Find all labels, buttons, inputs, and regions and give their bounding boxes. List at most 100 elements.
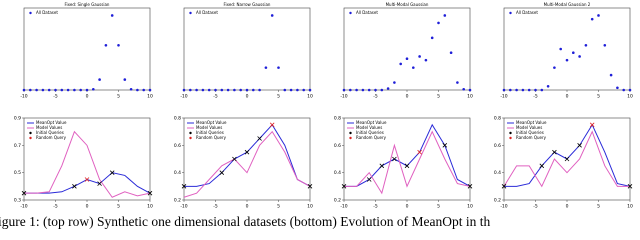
data-point bbox=[367, 88, 371, 92]
series-line bbox=[503, 130, 630, 188]
y-tick-label: 0.4 bbox=[174, 170, 181, 176]
data-point bbox=[182, 88, 186, 92]
y-tick-label: 0.9 bbox=[14, 116, 21, 122]
x-tick-label: 10 bbox=[307, 204, 313, 210]
data-point bbox=[462, 87, 466, 91]
data-point bbox=[437, 21, 440, 25]
x-tick-label: 10 bbox=[147, 94, 153, 100]
x-tick-label: 0 bbox=[406, 94, 409, 100]
data-point bbox=[270, 14, 274, 17]
legend-label: MeanOpt Value bbox=[516, 120, 547, 125]
data-point bbox=[349, 88, 352, 92]
x-tick-label: -5 bbox=[53, 94, 58, 100]
data-point bbox=[308, 88, 312, 92]
x-tick-label: -5 bbox=[373, 204, 378, 210]
legend-label: Random Query bbox=[516, 135, 547, 140]
data-point bbox=[148, 88, 152, 92]
x-tick-label: 0 bbox=[406, 204, 409, 210]
query-marker bbox=[257, 136, 262, 141]
legend-swatch bbox=[29, 131, 32, 135]
data-point bbox=[584, 43, 588, 47]
data-point bbox=[110, 14, 114, 17]
data-point bbox=[123, 78, 127, 81]
legend-swatch bbox=[29, 11, 32, 15]
legend-label: Random Query bbox=[196, 135, 227, 140]
x-tick-label: 5 bbox=[597, 204, 600, 210]
data-point bbox=[565, 58, 569, 62]
chart-title: Fixed: Single Gaussian bbox=[65, 2, 110, 7]
x-tick-label: 5 bbox=[277, 204, 280, 210]
legend-label: Model Values bbox=[196, 125, 222, 130]
data-point bbox=[98, 78, 101, 81]
data-point bbox=[239, 88, 242, 92]
data-point bbox=[289, 88, 293, 92]
data-point bbox=[252, 88, 255, 92]
query-marker bbox=[21, 190, 27, 196]
data-point bbox=[258, 88, 261, 92]
query-marker bbox=[564, 156, 570, 162]
x-tick-label: -5 bbox=[373, 94, 378, 100]
y-tick-label: 0.6 bbox=[334, 143, 341, 149]
data-point bbox=[296, 88, 299, 92]
data-point bbox=[546, 84, 550, 88]
data-point bbox=[449, 51, 453, 55]
data-point bbox=[386, 87, 390, 90]
x-tick-label: -10 bbox=[20, 204, 27, 210]
data-point bbox=[233, 88, 236, 92]
query-marker bbox=[392, 156, 397, 162]
data-point bbox=[430, 36, 434, 40]
data-point bbox=[553, 66, 556, 69]
data-point bbox=[35, 88, 38, 92]
data-point bbox=[22, 88, 26, 92]
x-tick-label: -10 bbox=[180, 204, 187, 210]
caption: igure 1: (top row) Synthetic one dimensi… bbox=[0, 214, 491, 229]
data-point bbox=[597, 14, 600, 17]
query-marker bbox=[341, 184, 347, 189]
query-marker bbox=[501, 184, 507, 189]
data-point bbox=[443, 14, 447, 17]
data-point bbox=[412, 66, 415, 69]
legend-swatch bbox=[189, 136, 192, 140]
x-tick-label: 5 bbox=[277, 94, 280, 100]
data-point bbox=[47, 88, 51, 92]
query-marker bbox=[269, 122, 275, 128]
x-tick-label: 5 bbox=[437, 204, 440, 210]
query-marker bbox=[84, 177, 90, 182]
data-point bbox=[540, 88, 544, 92]
legend-label: Initial Queries bbox=[356, 130, 384, 135]
legend-swatch bbox=[509, 11, 512, 15]
data-point bbox=[29, 88, 32, 92]
query-marker bbox=[97, 181, 102, 186]
data-point bbox=[609, 73, 613, 77]
query-marker bbox=[147, 190, 153, 196]
y-tick-label: 0.2 bbox=[494, 198, 501, 204]
data-point bbox=[456, 81, 459, 84]
data-point bbox=[509, 88, 512, 92]
chart-title: Fixed: Narrow Gaussian bbox=[224, 2, 271, 7]
x-tick-label: 10 bbox=[627, 94, 633, 100]
x-tick-label: 10 bbox=[627, 204, 633, 210]
legend-label: Initial Queries bbox=[516, 130, 544, 135]
data-point bbox=[214, 88, 217, 92]
legend-label: Model Values bbox=[356, 125, 382, 130]
x-tick-label: 5 bbox=[117, 94, 120, 100]
data-point bbox=[622, 88, 625, 92]
data-point bbox=[502, 88, 506, 92]
data-point bbox=[104, 43, 108, 47]
x-tick-label: 0 bbox=[86, 204, 89, 210]
query-marker bbox=[366, 177, 372, 182]
data-point bbox=[628, 88, 632, 92]
data-point bbox=[393, 81, 396, 84]
data-point bbox=[283, 88, 287, 92]
x-tick-label: -5 bbox=[213, 94, 218, 100]
legend-label: Model Values bbox=[516, 125, 542, 130]
x-tick-label: 0 bbox=[246, 94, 249, 100]
legend-swatch bbox=[29, 136, 32, 140]
plot-frame bbox=[183, 7, 311, 91]
data-point bbox=[572, 51, 575, 55]
data-point bbox=[85, 88, 89, 92]
data-point bbox=[117, 43, 120, 47]
x-tick-label: -5 bbox=[213, 204, 218, 210]
legend-swatch bbox=[509, 136, 512, 140]
data-point bbox=[60, 88, 64, 92]
